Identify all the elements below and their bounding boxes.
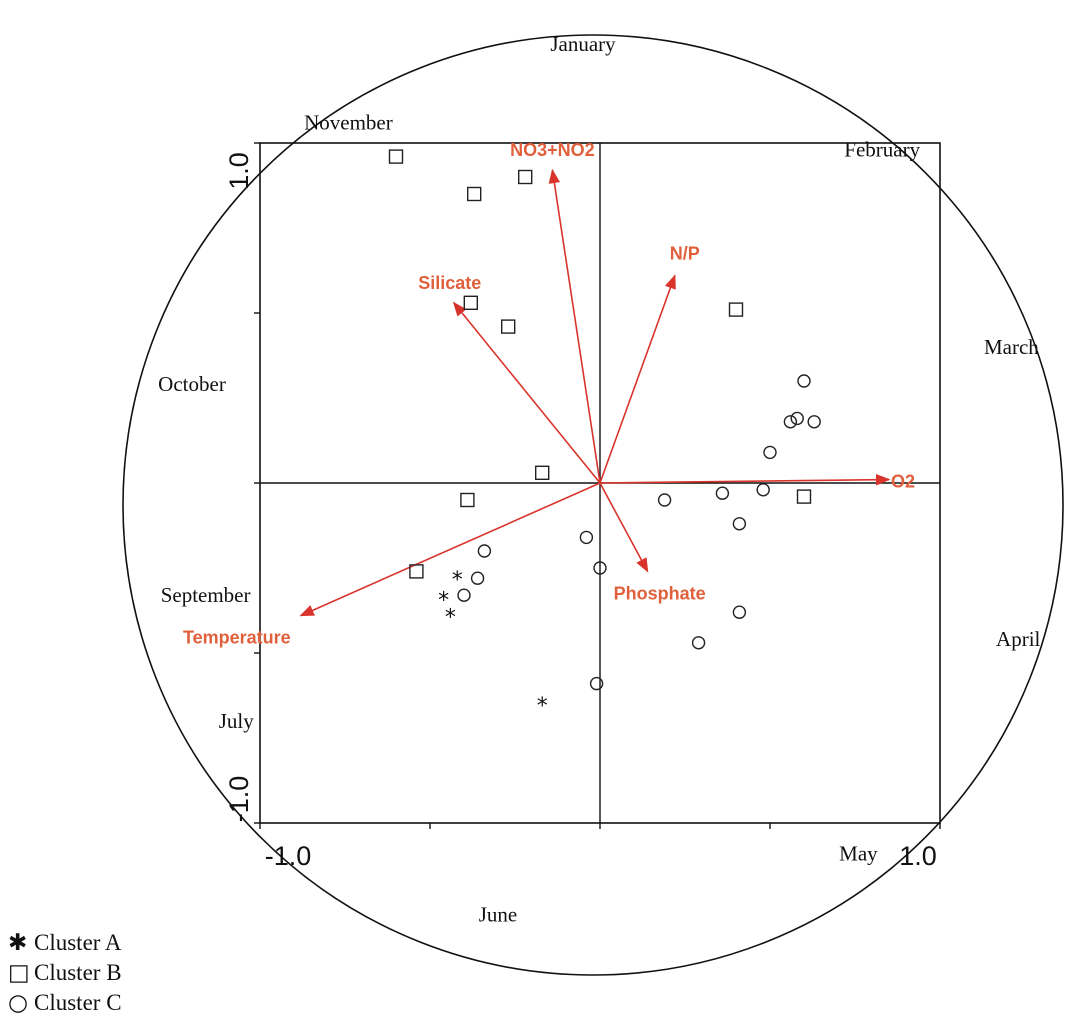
point-cluster-c xyxy=(593,561,607,575)
month-label-february: February xyxy=(844,138,920,162)
point-cluster-c xyxy=(715,486,730,500)
point-cluster-b xyxy=(796,489,812,504)
point-cluster-c xyxy=(783,415,798,429)
legend: ✱ Cluster A □ Cluster B ○ Cluster C xyxy=(8,928,122,1018)
square-icon: □ xyxy=(8,960,30,986)
vector-label-temperature: Temperature xyxy=(183,628,291,648)
point-cluster-b xyxy=(463,295,478,310)
y-max-tick-label: 1.0 xyxy=(224,152,254,190)
point-cluster-b xyxy=(501,319,516,334)
legend-item-cluster-c: ○ Cluster C xyxy=(8,988,122,1018)
point-cluster-c xyxy=(756,483,770,497)
point-cluster-a: * xyxy=(445,606,456,631)
point-cluster-c xyxy=(790,411,804,426)
circle-icon: ○ xyxy=(8,990,29,1016)
vector-label-phosphate: Phosphate xyxy=(614,583,706,603)
point-cluster-b xyxy=(460,492,475,508)
month-label-january: January xyxy=(550,32,616,56)
asterisk-icon: ✱ xyxy=(8,930,28,956)
legend-item-cluster-b: □ Cluster B xyxy=(8,958,122,988)
point-cluster-c xyxy=(732,605,747,619)
month-label-september: September xyxy=(161,583,251,607)
point-cluster-c xyxy=(807,415,821,429)
point-cluster-b xyxy=(535,465,550,480)
month-labels: January February March April May June July Sept… xyxy=(158,32,1040,926)
y-min-tick-label: -1.0 xyxy=(224,776,254,823)
month-label-july: July xyxy=(219,709,255,733)
point-cluster-b xyxy=(728,302,744,317)
vector-temperature xyxy=(299,482,601,617)
month-label-october: October xyxy=(158,372,226,396)
point-cluster-c xyxy=(477,544,492,558)
vector-label-silicate: Silicate xyxy=(418,273,481,293)
legend-item-cluster-a: ✱ Cluster A xyxy=(8,928,122,958)
point-cluster-c xyxy=(732,517,747,531)
point-cluster-c xyxy=(589,676,604,691)
tick-labels: -1.0 1.0 -1.0 1.0 xyxy=(224,152,937,871)
vector-label-o2: O2 xyxy=(891,472,915,492)
month-label-april: April xyxy=(996,627,1040,651)
point-cluster-b xyxy=(467,186,482,202)
month-label-march: March xyxy=(984,335,1039,359)
environmental-vectors: NO3+NO2 N/P Silicate O2 Phosphate Temperature xyxy=(183,140,915,647)
point-cluster-b xyxy=(388,149,404,164)
month-label-may: May xyxy=(839,841,878,865)
point-cluster-a: * xyxy=(537,694,548,719)
point-cluster-c xyxy=(457,588,471,602)
point-cluster-b xyxy=(518,169,533,185)
x-min-tick-label: -1.0 xyxy=(265,841,312,871)
vector-phosphate xyxy=(599,482,649,573)
axis-ticks xyxy=(254,142,941,829)
legend-label: Cluster A xyxy=(34,930,122,955)
point-cluster-c xyxy=(579,530,594,545)
point-cluster-a: * xyxy=(452,568,463,593)
vector-no3-no2 xyxy=(548,168,601,484)
point-cluster-c xyxy=(763,445,777,460)
vector-silicate xyxy=(452,301,601,484)
point-cluster-b xyxy=(409,564,424,579)
legend-label: Cluster C xyxy=(34,990,122,1015)
vector-label-no3-no2: NO3+NO2 xyxy=(510,140,595,160)
point-cluster-c xyxy=(691,636,706,650)
legend-label: Cluster B xyxy=(34,960,122,985)
point-cluster-c xyxy=(470,571,485,585)
vector-o2 xyxy=(599,473,891,486)
month-label-june: June xyxy=(479,903,518,927)
vector-label-n-p: N/P xyxy=(670,244,700,264)
month-label-november: November xyxy=(304,110,393,134)
point-cluster-c xyxy=(797,374,811,388)
point-cluster-a: * xyxy=(438,589,449,614)
point-cluster-c xyxy=(657,493,672,507)
season-circle xyxy=(122,34,1064,976)
x-max-tick-label: 1.0 xyxy=(899,841,937,871)
vector-n-p xyxy=(599,274,676,484)
sample-points: **** xyxy=(388,149,821,719)
